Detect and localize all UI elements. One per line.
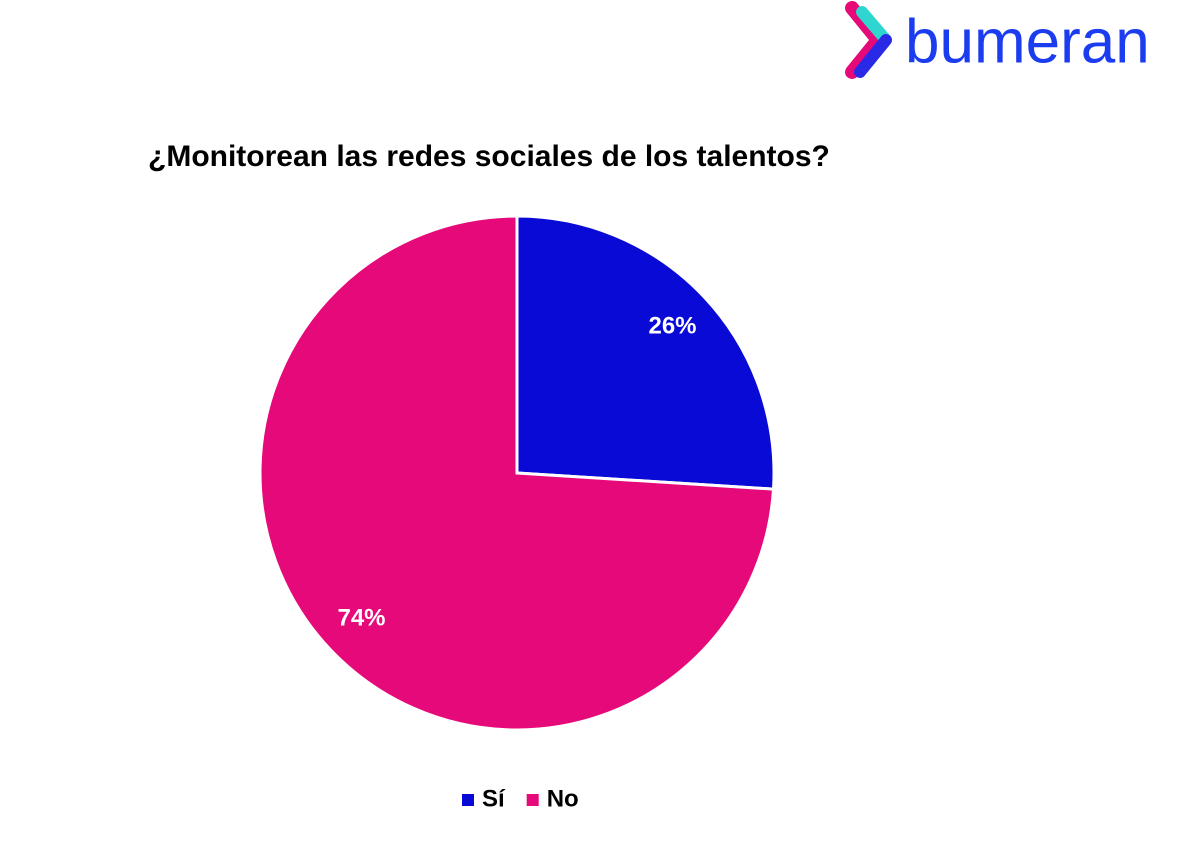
chart-title: ¿Monitorean las redes sociales de los ta… [148,140,830,173]
logo-accent [856,6,892,46]
logo-accent [854,34,892,78]
legend-swatch [526,794,539,806]
legend-swatch [462,794,474,806]
pie-slice [258,214,776,732]
logo: bumeran [845,1,1150,79]
legend-label: Sí [482,785,506,812]
legend-label: No [547,785,579,812]
logo-text: bumeran [905,7,1150,76]
data-label: 74% [337,604,385,631]
pie-slice [515,214,776,491]
data-label: 26% [648,312,696,339]
